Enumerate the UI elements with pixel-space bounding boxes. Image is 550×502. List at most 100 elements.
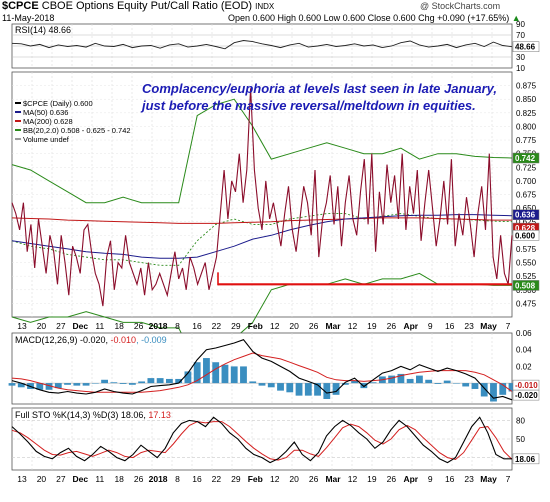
x-axis-label-top: 27	[56, 321, 66, 331]
macd-histogram-bar	[193, 362, 201, 384]
macd-histogram-bar	[73, 383, 81, 386]
sto-value-label: 18.06	[515, 455, 536, 464]
rsi-line	[11, 40, 513, 50]
rsi-title: RSI(14) 48.66	[15, 25, 71, 35]
x-axis-label-top: 19	[367, 321, 377, 331]
ma200-line	[11, 217, 512, 224]
x-axis-label-bottom: Feb	[248, 474, 263, 484]
x-axis-label-bottom: 27	[56, 474, 66, 484]
watermark: @ StockCharts.com	[420, 1, 501, 11]
price-tick-label: 0.850	[516, 95, 537, 104]
macd-histogram-bar	[249, 381, 257, 384]
price-line	[11, 88, 513, 307]
macd-histogram-bar	[36, 383, 44, 390]
up-arrow-icon: ▲	[511, 13, 521, 23]
x-axis-label-bottom: 23	[464, 474, 474, 484]
price-tick-label: 0.650	[516, 204, 537, 213]
instrument-name: CBOE Options Equity Put/Call Ratio (EOD)	[41, 0, 253, 12]
price-tick-label: 0.725	[516, 163, 537, 172]
macd-histogram-bar	[286, 383, 294, 393]
close-value-label: 0.600	[515, 231, 536, 240]
ohlc-values: Open 0.600 High 0.600 Low 0.600 Close 0.…	[228, 13, 510, 23]
macd-histogram-bar	[453, 383, 460, 384]
x-axis-label-bottom: 7	[506, 474, 511, 484]
ma200-value-label: 0.628	[515, 224, 536, 233]
x-axis-label-bottom: 2018	[149, 474, 168, 484]
macd-histogram-bar	[267, 383, 275, 388]
x-axis-label-top: 26	[134, 321, 144, 331]
ma50-value-label-box	[512, 209, 540, 220]
macd-tick-label: 0.06	[516, 329, 532, 338]
macd-tick-label: 0.04	[516, 346, 532, 355]
macd-histogram-bar	[341, 383, 349, 385]
macd-histogram-bar	[175, 378, 183, 384]
x-axis-label-top: 20	[37, 321, 47, 331]
macd-histogram-bar	[54, 383, 62, 389]
price-tick-label: 0.625	[516, 218, 537, 227]
ohlc-readout: Open 0.600 High 0.600 Low 0.600 Close 0.…	[228, 13, 521, 23]
x-axis-label-bottom: Dec	[73, 474, 89, 484]
x-axis-label-top: 8	[175, 321, 180, 331]
x-axis-label-top: 22	[212, 321, 222, 331]
legend-entry: BB(20,2.0) 0.508 - 0.625 - 0.742	[23, 126, 131, 135]
macd-histogram-bar	[17, 383, 25, 388]
rsi-value-label: 48.66	[515, 43, 536, 52]
header-line-1: $CPCE CBOE Options Equity Put/Call Ratio…	[2, 0, 274, 12]
macd-histogram-bar	[415, 375, 423, 384]
x-axis-label-bottom: 16	[445, 474, 455, 484]
macd-histogram-bar	[203, 358, 210, 384]
macd-histogram-bar	[45, 383, 53, 390]
macd-histogram-bar	[240, 366, 247, 384]
x-axis-label-top: 9	[428, 321, 433, 331]
sto-k-line	[11, 416, 512, 464]
rsi-tick-label: 30	[516, 53, 525, 62]
bb-lower-value-label: 0.508	[515, 281, 536, 290]
macd-histogram-bar	[462, 383, 470, 387]
x-axis-label-top: 20	[289, 321, 299, 331]
x-axis-label-top: 16	[445, 321, 455, 331]
rsi-tick-label: 70	[516, 31, 525, 40]
x-axis-label-top: Feb	[248, 321, 263, 331]
x-axis-label-top: 26	[387, 321, 397, 331]
price-tick-label: 0.475	[516, 299, 537, 308]
price-tick-label: 0.675	[516, 191, 537, 200]
exchange: INDX	[255, 2, 275, 11]
legend-entry: MA(50) 0.636	[23, 108, 68, 117]
macd-hist-value: , -0.009	[136, 335, 167, 345]
x-axis-label-bottom: 8	[175, 474, 180, 484]
macd-histogram-bar	[471, 383, 479, 389]
sto-tick-label: 50	[516, 435, 525, 444]
macd-histogram-bar	[480, 383, 488, 397]
x-axis-label-top: 13	[17, 321, 27, 331]
macd-tick-label: 0.02	[516, 362, 532, 371]
rsi-tick-label: 90	[516, 20, 525, 29]
macd-histogram-bar	[425, 379, 433, 384]
macd-histogram-bar	[165, 378, 173, 384]
x-axis-label-bottom: 20	[289, 474, 299, 484]
x-axis-label-top: 18	[114, 321, 124, 331]
macd-histogram-bar	[147, 378, 155, 384]
ma50-value-label: 0.636	[515, 211, 536, 220]
x-axis-label-top: 2018	[149, 321, 168, 331]
bb-lower-value-label-box	[512, 280, 540, 291]
legend-entry: $CPCE (Daily) 0.600	[23, 99, 93, 108]
price-tick-label: 0.800	[516, 122, 537, 131]
x-axis-label-bottom: May	[480, 474, 497, 484]
rsi-tick-label: 10	[516, 64, 525, 73]
rsi-value-label-box	[512, 41, 540, 52]
macd-histogram-bar	[212, 362, 220, 384]
macd-histogram-bar	[128, 383, 136, 385]
ma50-line	[11, 214, 513, 259]
macd-histogram-bar	[332, 383, 340, 395]
annotation-text: Complacency/euphoria at levels last seen…	[142, 80, 502, 114]
macd-histogram-bar	[110, 382, 118, 384]
price-tick-label: 0.825	[516, 109, 537, 118]
x-axis-label-top: Mar	[325, 321, 341, 331]
macd-line	[11, 339, 513, 401]
header-date: 11-May-2018	[2, 13, 55, 23]
macd-histogram-bar	[156, 378, 164, 384]
macd-histogram-bar	[304, 383, 312, 396]
sto-d-value: 17.13	[148, 410, 171, 420]
x-axis-label-bottom: 26	[309, 474, 319, 484]
